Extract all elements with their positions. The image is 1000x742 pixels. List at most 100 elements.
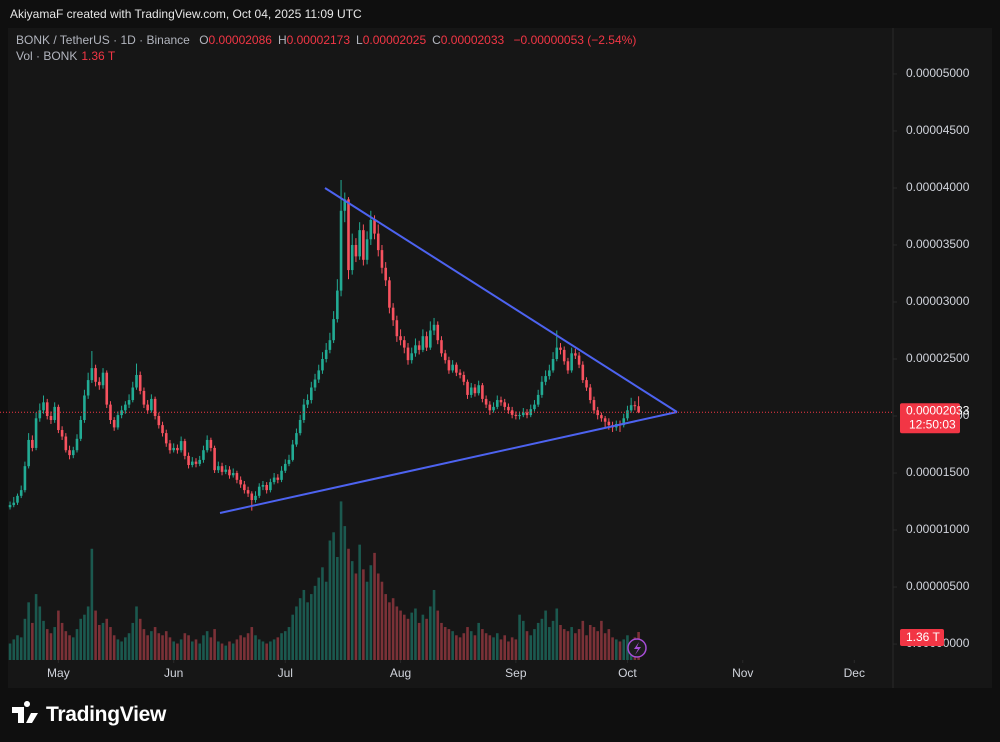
- candle-body: [254, 495, 257, 501]
- candle-body: [16, 495, 19, 503]
- volume-bar: [384, 594, 387, 660]
- candle-body: [577, 355, 581, 365]
- candle-body: [265, 484, 268, 491]
- candle-body: [414, 345, 417, 354]
- candle-body: [399, 336, 402, 341]
- volume-bar: [447, 629, 451, 660]
- candle-body: [503, 402, 507, 407]
- candle-body: [183, 441, 187, 456]
- x-tick-label: Aug: [390, 666, 411, 680]
- y-tick-label: 0.00004500: [906, 123, 970, 137]
- candle-body: [272, 477, 276, 483]
- candle-body: [79, 419, 83, 439]
- y-tick-label: 0.00004000: [906, 180, 970, 194]
- candle-body: [562, 349, 566, 362]
- volume-bar: [492, 637, 495, 660]
- volume-bar: [443, 627, 447, 660]
- candle-body: [287, 459, 291, 464]
- icon-bolt[interactable]: [634, 642, 641, 655]
- candle-body: [291, 444, 295, 460]
- candle-body: [354, 244, 358, 257]
- volume-layer: [8, 501, 640, 660]
- x-tick-label: Jun: [164, 666, 183, 680]
- volume-bar: [257, 639, 261, 660]
- candle-body: [522, 412, 525, 416]
- y-tick-label: 0.00005000: [906, 66, 970, 80]
- volume-bar: [574, 633, 577, 660]
- volume-bar: [544, 610, 547, 660]
- candle-body: [432, 324, 436, 331]
- trendline-lower: [219, 411, 678, 514]
- candle-body: [492, 406, 495, 411]
- candle-body: [75, 438, 79, 451]
- volume-bar: [484, 633, 488, 660]
- candle-body: [443, 353, 447, 361]
- volume-bar: [254, 635, 257, 660]
- candle-body: [402, 340, 406, 348]
- candle-body: [68, 450, 71, 456]
- candle-body: [518, 415, 521, 417]
- volume-bar: [157, 633, 161, 660]
- volume-bar: [455, 635, 458, 660]
- candle-body: [536, 394, 540, 405]
- candle-body: [250, 493, 254, 501]
- change: −0.00000053 (−2.54%): [513, 33, 637, 47]
- candle-body: [350, 244, 354, 271]
- candle-body: [469, 387, 473, 395]
- candle-body: [336, 290, 339, 320]
- volume-bar: [414, 608, 417, 660]
- ohlc-value: 0.00002025: [362, 33, 427, 47]
- volume-bar: [607, 629, 611, 660]
- replay-icon[interactable]: [627, 638, 647, 658]
- x-tick-label: Oct: [618, 666, 637, 680]
- candle-body: [395, 320, 399, 337]
- candle-body: [633, 405, 637, 407]
- volume-bar: [611, 637, 614, 660]
- candle-body: [358, 230, 361, 257]
- volume-label: Vol · BONK: [16, 49, 78, 63]
- candle-body: [187, 455, 190, 466]
- candle-body: [551, 359, 555, 371]
- candle-body: [529, 409, 533, 416]
- candle-body: [205, 439, 209, 451]
- volume-bar: [432, 589, 436, 660]
- volume-bar: [120, 641, 123, 660]
- volume-bar: [380, 581, 384, 660]
- volume-bar: [536, 622, 540, 660]
- volume-bar: [213, 629, 216, 660]
- candle-body: [64, 436, 68, 451]
- y-tick-label: 0.00002500: [906, 351, 970, 365]
- volume-bar: [105, 618, 109, 660]
- candle-body: [440, 340, 443, 354]
- volume-bar: [243, 637, 246, 660]
- candle-body: [164, 433, 168, 444]
- volume-bar: [388, 602, 391, 660]
- volume-bar: [205, 631, 209, 660]
- candle-body: [369, 219, 373, 240]
- candle-body: [514, 414, 518, 417]
- volume-bar: [622, 639, 626, 660]
- axis-layer: 0.000000000.000005000.000010000.00001500…: [0, 66, 970, 680]
- y-tick-label: 0.00001500: [906, 465, 970, 479]
- volume-bar: [600, 620, 603, 660]
- volume-bar: [376, 573, 380, 660]
- candle-body: [45, 402, 49, 417]
- volume-bar: [161, 635, 164, 660]
- volume-bar: [596, 631, 599, 660]
- volume-bar: [324, 581, 328, 660]
- volume-bar: [179, 639, 183, 660]
- y-tick-label: 0.00001000: [906, 522, 970, 536]
- y-tick-label: 0.00003000: [906, 294, 970, 308]
- volume-bar: [172, 641, 175, 660]
- volume-bar: [425, 618, 428, 660]
- candle-body: [86, 380, 90, 396]
- candle-body: [510, 410, 514, 415]
- candle-body: [600, 415, 603, 419]
- candle-body: [246, 490, 250, 494]
- volume-bar: [135, 606, 138, 660]
- volume-bar: [555, 608, 559, 660]
- candle-body: [376, 233, 380, 251]
- candle-body: [626, 410, 629, 419]
- volume-bar: [209, 637, 213, 660]
